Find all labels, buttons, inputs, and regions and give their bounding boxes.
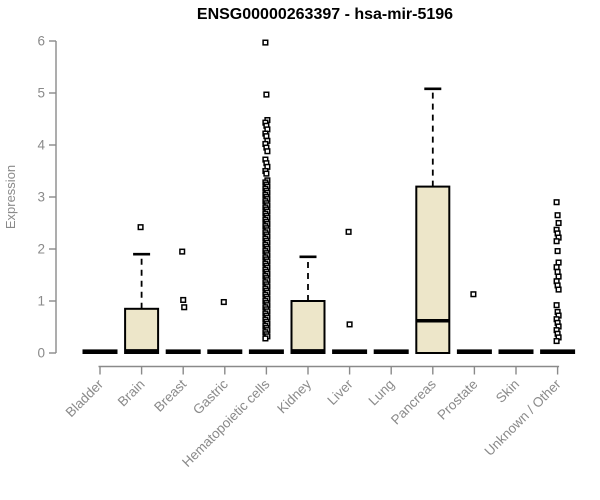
box-rect <box>415 185 451 354</box>
box-group-pancreas <box>415 87 451 354</box>
box-group-lung <box>373 349 409 354</box>
outlier-point <box>346 321 353 328</box>
outlier-point <box>179 248 186 255</box>
y-tick-label: 0 <box>37 346 45 361</box>
box-group-prostate <box>456 291 492 354</box>
box-rect <box>290 300 326 354</box>
box-group-hematopoietic-cells <box>248 39 284 354</box>
outlier-point <box>220 298 227 306</box>
x-category-label: Skin <box>493 377 522 406</box>
outlier-point <box>137 224 144 231</box>
x-category-label: Lung <box>365 377 397 409</box>
y-tick-label: 5 <box>37 86 45 101</box>
outlier-point <box>555 286 562 293</box>
outlier-point <box>263 91 270 98</box>
outlier-point <box>553 337 560 345</box>
y-tick-label: 4 <box>37 138 45 153</box>
box-rect <box>124 307 160 354</box>
box-group-breast <box>165 248 201 354</box>
outlier-point <box>554 212 561 219</box>
outlier-point <box>180 296 187 304</box>
x-category-label: Unknown / Other <box>481 376 564 459</box>
y-tick-label: 3 <box>37 190 45 205</box>
y-tick-label: 6 <box>37 34 45 49</box>
outlier-point <box>555 273 562 280</box>
x-category-label: Pancreas <box>388 376 439 427</box>
y-tick-label: 2 <box>37 242 45 257</box>
box-group-skin <box>498 349 534 354</box>
box-group-gastric <box>207 298 243 354</box>
x-category-label: Liver <box>324 376 356 408</box>
box-group-bladder <box>82 349 118 354</box>
outlier-point <box>262 335 269 342</box>
outlier-point <box>181 304 188 311</box>
outlier-point <box>262 39 269 46</box>
outlier-point <box>554 268 561 275</box>
outlier-point <box>263 170 270 177</box>
box-group-liver <box>332 228 368 354</box>
outlier-point <box>554 248 561 255</box>
x-category-label: Bladder <box>63 376 107 420</box>
chart-title: ENSG00000263397 - hsa-mir-5196 <box>196 6 454 23</box>
box-group-unknown-other <box>540 199 576 354</box>
outlier-point <box>553 302 560 309</box>
x-category-label: Gastric <box>190 376 231 417</box>
outlier-point <box>345 228 352 235</box>
outlier-point <box>264 148 271 155</box>
box-group-kidney <box>290 255 326 354</box>
outlier-point <box>553 264 560 271</box>
outlier-point <box>553 199 560 206</box>
x-category-label: Breast <box>151 376 189 414</box>
outlier-point <box>555 219 562 227</box>
box-group-brain <box>124 224 160 354</box>
x-category-label: Brain <box>115 377 148 410</box>
outlier-point <box>555 259 562 266</box>
outlier-point <box>553 238 560 245</box>
x-category-label: Kidney <box>274 376 314 416</box>
x-category-label: Prostate <box>434 377 480 423</box>
outlier-point <box>470 291 477 298</box>
y-tick-label: 1 <box>37 294 45 309</box>
outlier-point <box>263 133 270 140</box>
